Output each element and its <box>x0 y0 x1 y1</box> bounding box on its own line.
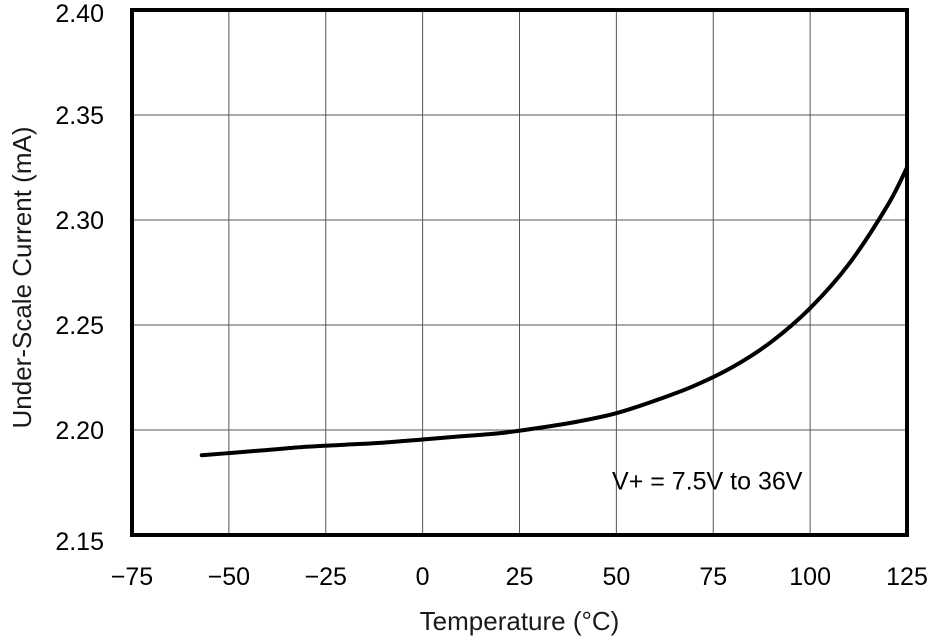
x-tick-label: −75 <box>111 563 153 591</box>
y-axis-title: Under-Scale Current (mA) <box>7 127 37 429</box>
y-tick-label: 2.20 <box>55 417 104 445</box>
x-tick-label: 0 <box>416 563 430 591</box>
annotations: V+ = 7.5V to 36V <box>612 467 803 495</box>
grid <box>132 10 907 535</box>
series-layer <box>199 165 909 458</box>
y-tick-label: 2.35 <box>55 102 104 130</box>
y-tick-label: 2.30 <box>55 207 104 235</box>
x-tick-label: 125 <box>886 563 928 591</box>
y-tick-label: 2.25 <box>55 312 104 340</box>
x-tick-label: 75 <box>699 563 727 591</box>
y-tick-label: 2.40 <box>55 0 104 28</box>
x-tick-label: 25 <box>506 563 534 591</box>
y-tick-label: 2.15 <box>55 528 104 556</box>
x-tick-label: −25 <box>305 563 347 591</box>
x-tick-labels: −75 −50 −25 0 25 50 75 100 125 <box>111 563 928 591</box>
y-tick-labels: 2.15 2.20 2.25 2.30 2.35 2.40 <box>55 0 104 556</box>
x-axis-title: Temperature (°C) <box>420 606 620 636</box>
x-tick-label: 50 <box>602 563 630 591</box>
plot-frame <box>130 8 909 537</box>
series-annotation: V+ = 7.5V to 36V <box>612 467 803 495</box>
x-tick-label: −50 <box>208 563 250 591</box>
x-tick-label: 100 <box>789 563 831 591</box>
series-line <box>199 165 909 458</box>
